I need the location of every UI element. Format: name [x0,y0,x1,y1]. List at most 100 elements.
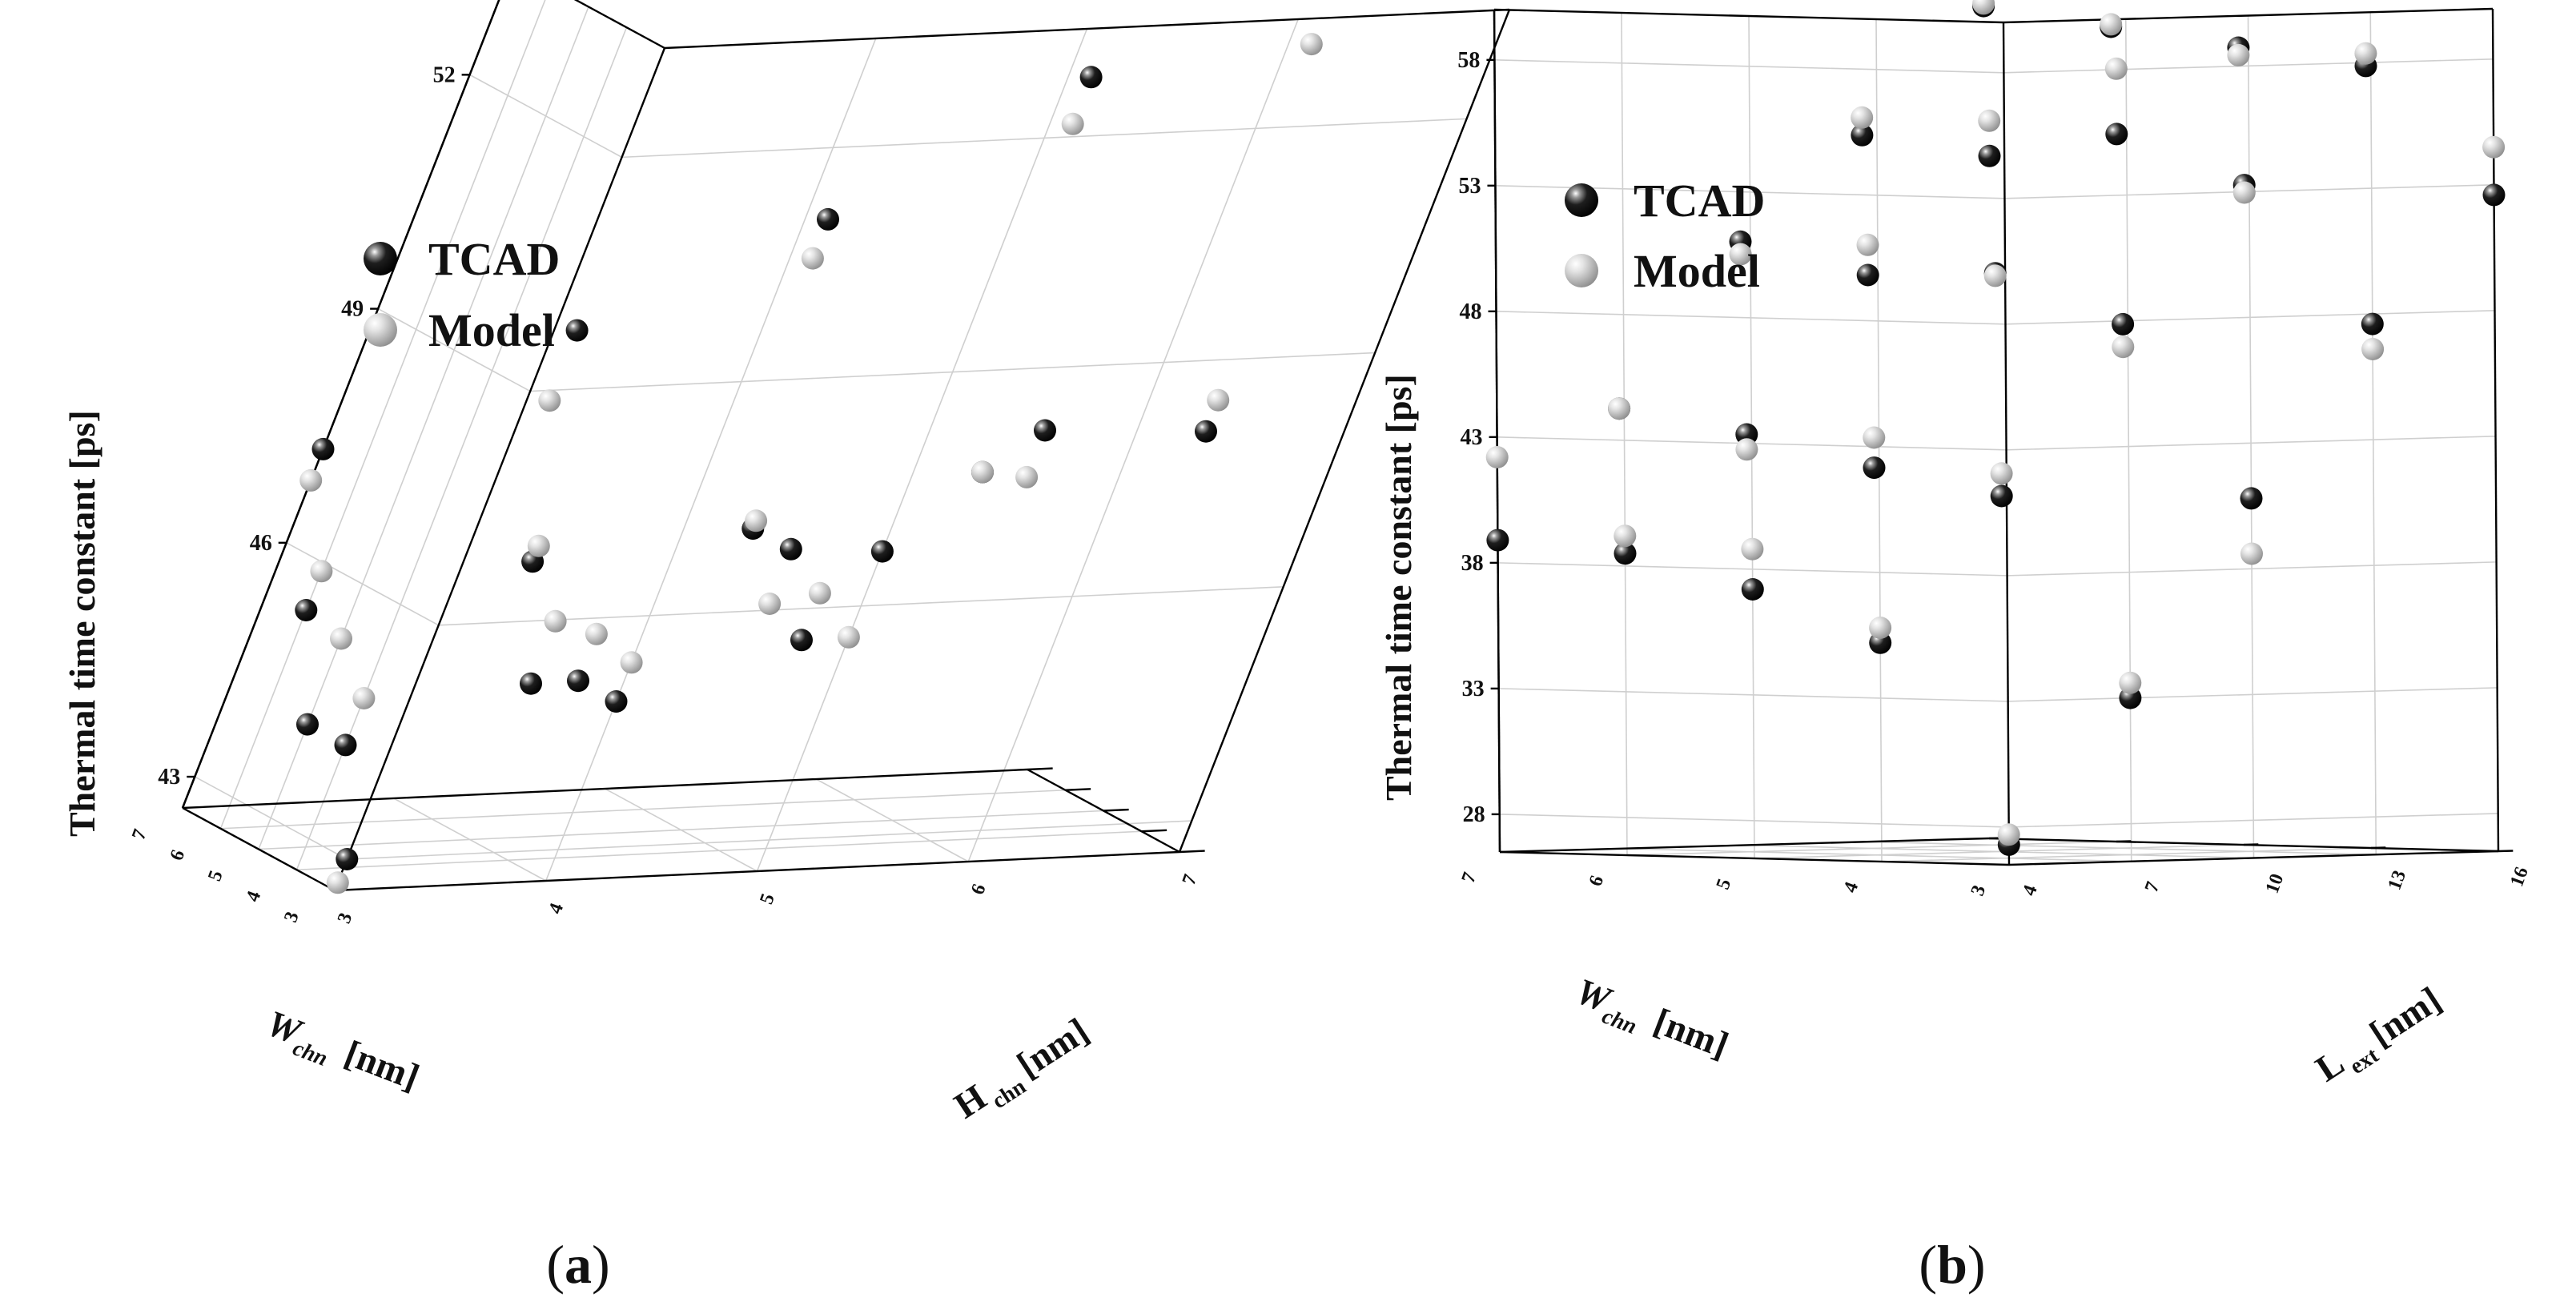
panel-a-grid-wall-z [377,307,531,392]
panel-b-grid-wall-x [1621,12,1628,856]
panel-b-grid-wall-y [2369,12,2377,855]
panel-a-grid [194,0,1467,882]
panel-a-x-tick-label: 4 [243,888,266,904]
panel-a-caption-close: ) [592,1234,610,1295]
panel-b-x-tick-mark [2370,846,2386,850]
panel-a-grid-wall-y [967,18,1299,862]
panel-b-box-edge [2002,22,2011,866]
panel-b-grid-wall-z [1499,814,2009,828]
panel-b-model-point [1735,438,1758,461]
panel-b-model-point [2482,135,2506,159]
panel-a-y-tick-label: 7 [1179,872,1202,888]
panel-a-model-point [1300,33,1323,56]
panel-b-y-axis-unit: [nm] [2362,978,2448,1054]
panel-b-x-tick-mark [2116,840,2132,843]
panel-b-model-point [2354,42,2377,65]
panel-b-model-point [1614,524,1637,548]
panel-b-tcad-point [1978,144,2001,167]
panel-b-caption-letter: b [1937,1234,1967,1295]
panel-b-x-tick-label: 4 [1840,879,1863,895]
panel-b-x-tick-mark [2243,843,2259,846]
panel-b-model-point [2119,671,2142,694]
panel-b-model-point [1856,233,1879,256]
panel-b-labels: Thermal time constant [ps] Wchn [nm] Lext… [1378,48,2533,1090]
panel-a-x-axis-title: Wchn [nm] [259,1003,424,1104]
panel-b-box-edge [1499,850,2010,866]
panel-b-y-tick-label: 16 [2506,864,2533,889]
panel-a-grid-wall-y [756,28,1088,872]
panel-a-model-point [971,460,994,484]
panel-a-y-axis-title: Hchn[nm] [947,1010,1099,1132]
panel-b-y-tick-label: 10 [2262,871,2289,896]
panel-a-tcad-point [295,599,318,621]
panel-b-grid-wall-y [2247,15,2255,858]
panel-b-tcad-point [1863,456,1886,480]
panel-a-z-axis-title: Thermal time constant [ps] [62,410,102,837]
panel-a-legend-label-model: Model [428,304,555,356]
panel-a-tcad-point [311,437,335,460]
panel-a-model-point [585,622,608,645]
panel-b-legend-marker-tcad [1565,183,1598,217]
panel-a-tcad-point [1195,420,1217,443]
panel-a-chart: Thermal time constant [ps] Wchn [nm] Hchn… [62,0,1511,1295]
panel-b-x-tick-label: 3 [1967,882,1991,898]
panel-a-grid-wall-z [621,118,1467,159]
panel-b-model-point [2112,336,2135,359]
panel-b-tcad-point [1990,484,2013,508]
panel-b-tcad-point [2112,312,2135,336]
panel-a-model-point [808,581,831,605]
panel-a-box-edge [333,47,666,891]
panel-b-grid [1494,12,2498,862]
panel-b-tcad-point [2361,312,2384,336]
panel-b-legend: TCAD Model [1565,175,1765,297]
panel-b-x-tick-label: 5 [1713,876,1736,892]
panel-b-model-point [2240,542,2263,565]
panel-a-box-edge [1178,9,1511,853]
panel-a-tcad-point [334,733,357,757]
panel-b-grid-wall-y [2124,18,2132,862]
panel-a-y-axis-symbol: H [947,1076,994,1126]
panel-b-tcad-point [1856,263,1879,287]
panel-b-box-edge [2008,850,2499,866]
panel-b-grid-wall-z [2005,310,2495,325]
panel-b-x-axis-unit: [nm] [1649,1000,1734,1065]
panel-b-model-point [2227,43,2250,66]
panel-a-legend-marker-tcad [364,242,397,275]
panel-a-legend: TCAD Model [364,233,560,356]
panel-b-model-point [1741,537,1764,561]
panel-a-labels: Thermal time constant [ps] Wchn [nm] Hchn… [62,62,1202,1132]
panel-a-grid-wall-z [438,586,1284,626]
panel-b-legend-label-tcad: TCAD [1634,175,1765,227]
panel-b-model-point [1983,264,2007,287]
panel-a-model-point [352,687,376,709]
panel-b-model-point [1851,106,1874,129]
panel-b-grid-wall-z [2003,58,2494,74]
panel-a-model-point [620,651,643,674]
panel-a-x-tick-label: 7 [128,826,151,842]
panel-a-grid-wall-z [347,820,1192,860]
panel-b-model-point [1972,0,1995,15]
panel-a-y-axis-subscript: chn [988,1074,1031,1114]
panel-a-x-axis-subscript: chn [289,1035,331,1071]
panel-b-grid-wall-z [1498,688,2008,702]
panel-a-y-tick-label: 6 [967,882,991,898]
panel-a-grid-floor-y [815,778,969,862]
panel-a-x-tick-label: 6 [167,847,190,863]
panel-b-z-tick-label: 33 [1462,677,1485,701]
panel-a-z-axis-line [181,0,500,809]
panel-a-tcad-point [779,537,802,561]
panel-b-x-tick-label: 6 [1585,873,1609,889]
panel-a-x-tick-mark [1027,767,1053,771]
panel-a-tcad-point [567,669,589,693]
panel-b-grid-wall-z [1497,562,2007,577]
panel-b-y-axis-symbol: L [2309,1042,2352,1089]
panel-b-points [1485,0,2506,856]
panel-a-tcad-point [817,207,839,231]
panel-a-z-tick-label: 49 [341,297,364,322]
panel-a-y-axis-unit: [nm] [1010,1010,1095,1085]
panel-b-tcad-point [2482,183,2506,207]
panel-a-grid-wall-x [219,0,546,830]
panel-b-x-tick-mark [2498,850,2514,853]
panel-a-model-point [299,468,323,492]
panel-b-tcad-point [2105,123,2128,146]
